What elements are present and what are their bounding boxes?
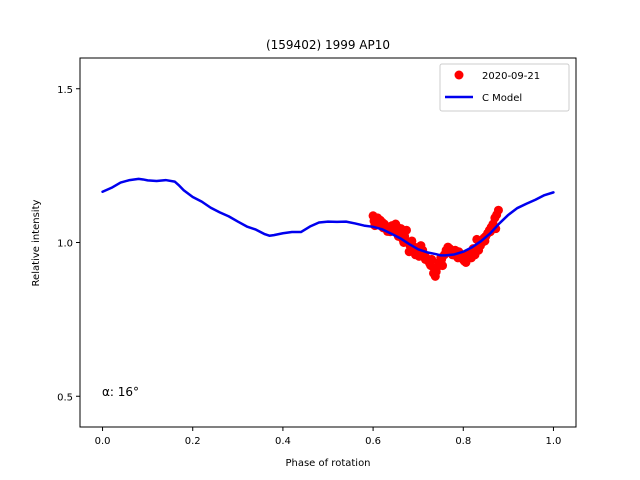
observation-point bbox=[493, 205, 503, 215]
x-axis: 0.0 0.2 0.4 0.6 0.8 1.0 bbox=[95, 427, 562, 447]
y-tick-label: 0.5 bbox=[57, 392, 73, 403]
y-axis: 0.5 1.0 1.5 bbox=[57, 85, 80, 403]
observation-point bbox=[437, 254, 447, 264]
y-tick-label: 1.5 bbox=[57, 85, 73, 96]
y-tick-label: 1.0 bbox=[57, 239, 73, 250]
x-axis-label: Phase of rotation bbox=[285, 458, 370, 469]
legend-label-observations: 2020-09-21 bbox=[482, 71, 540, 82]
y-axis-label: Relative intensity bbox=[31, 199, 42, 286]
legend-label-model: C Model bbox=[482, 93, 522, 104]
x-tick-label: 0.2 bbox=[185, 436, 201, 447]
observation-point bbox=[426, 261, 436, 271]
x-tick-label: 0.8 bbox=[455, 436, 471, 447]
chart-title: (159402) 1999 AP10 bbox=[266, 38, 390, 52]
plot-area bbox=[101, 177, 555, 281]
x-tick-label: 0.0 bbox=[95, 436, 111, 447]
plot-frame bbox=[79, 57, 577, 428]
phase-angle-annotation: α: 16° bbox=[102, 385, 139, 399]
x-tick-label: 1.0 bbox=[546, 436, 562, 447]
observation-point bbox=[469, 247, 479, 257]
observation-point bbox=[420, 254, 430, 264]
legend-marker-observations bbox=[454, 70, 464, 80]
observation-point bbox=[431, 267, 441, 277]
model-line bbox=[101, 177, 555, 257]
observation-point bbox=[401, 225, 411, 235]
x-tick-label: 0.4 bbox=[275, 436, 291, 447]
legend: 2020-09-21 C Model bbox=[439, 63, 570, 112]
legend-box bbox=[439, 63, 570, 112]
x-tick-label: 0.6 bbox=[365, 436, 381, 447]
